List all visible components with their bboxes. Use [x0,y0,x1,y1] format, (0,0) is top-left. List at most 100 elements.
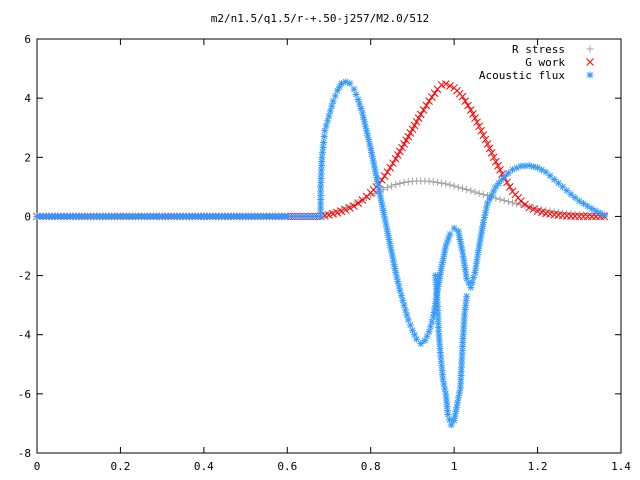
data-point [487,148,496,157]
data-point [450,416,458,424]
data-point [489,153,498,162]
data-point [378,198,386,206]
data-point [350,202,358,210]
data-point [326,107,334,115]
data-point [567,190,575,198]
data-point [320,139,328,146]
data-point [392,180,400,188]
data-point [410,121,419,130]
data-point [470,274,478,282]
data-point [462,301,470,309]
data-point [400,140,408,148]
series-layer [33,78,609,429]
data-point [354,199,363,207]
x-tick-label: 1 [451,460,458,473]
data-point [438,179,446,187]
x-tick-label: 1.2 [528,460,548,473]
data-point [329,97,337,105]
y-tick-label: -8 [18,447,31,460]
data-point [403,311,411,319]
data-point [600,211,608,219]
data-point [466,106,475,114]
data-point [492,157,500,166]
data-point [513,200,521,208]
data-point [505,183,514,191]
x-tick-label: 0.4 [194,460,214,473]
data-point [467,283,475,291]
chart-title: m2/n1.5/q1.5/r-+.50-j257/M2.0/512 [211,12,430,25]
data-point [383,168,392,176]
data-point [328,102,336,110]
data-point [363,127,371,135]
data-point [317,200,325,208]
data-point [404,178,412,186]
data-point [324,117,332,125]
data-point [446,230,454,238]
data-point [383,183,391,191]
data-point [392,269,400,277]
data-point [318,153,326,161]
data-point [482,204,490,212]
plot-frame [36,38,622,454]
y-tick-label: 6 [24,33,31,46]
data-point [396,286,404,294]
data-point [473,118,481,127]
data-point [425,177,433,185]
x-tick-label: 0 [34,460,41,473]
data-point [471,188,479,196]
data-point [322,122,330,130]
data-point [468,278,476,286]
data-point [450,182,458,190]
data-point [504,198,512,206]
data-point [458,184,466,192]
data-point [371,165,379,173]
data-point [450,224,458,232]
data-point [446,181,454,189]
data-point [477,230,485,238]
data-point [469,110,477,118]
y-tick-label: 2 [24,151,31,164]
data-point [346,79,354,87]
data-point [496,166,504,174]
y-tick-label: 4 [24,92,31,105]
x-tick-label: 0.8 [361,460,381,473]
data-point [441,385,449,393]
data-point [500,173,508,181]
data-point [395,282,403,290]
data-point [496,195,504,203]
data-point [529,205,538,214]
data-point [400,301,408,309]
data-point [317,187,325,195]
data-point [341,206,350,214]
x-tick-label: 0.6 [277,460,297,473]
data-point [430,89,439,98]
data-point [359,113,367,121]
data-point [386,163,395,172]
data-point [333,209,342,217]
data-point [509,199,517,207]
data-point [454,183,462,191]
data-point [433,178,441,186]
legend-marker [586,58,594,66]
data-point [458,248,466,256]
data-point [397,291,405,299]
data-point [453,399,461,407]
data-point [422,101,431,110]
y-tick-label: -6 [18,388,31,401]
legend-label: G work [525,56,565,69]
data-point [521,200,529,209]
data-point [471,114,479,122]
data-point [584,202,592,210]
data-point [517,201,525,209]
data-point [436,271,444,279]
data-point [320,133,328,141]
data-point [454,227,462,235]
data-point [380,172,389,180]
data-point [417,340,425,348]
data-point [517,197,525,205]
legend-marker [586,71,594,79]
data-point [439,375,447,383]
data-point [441,80,450,88]
